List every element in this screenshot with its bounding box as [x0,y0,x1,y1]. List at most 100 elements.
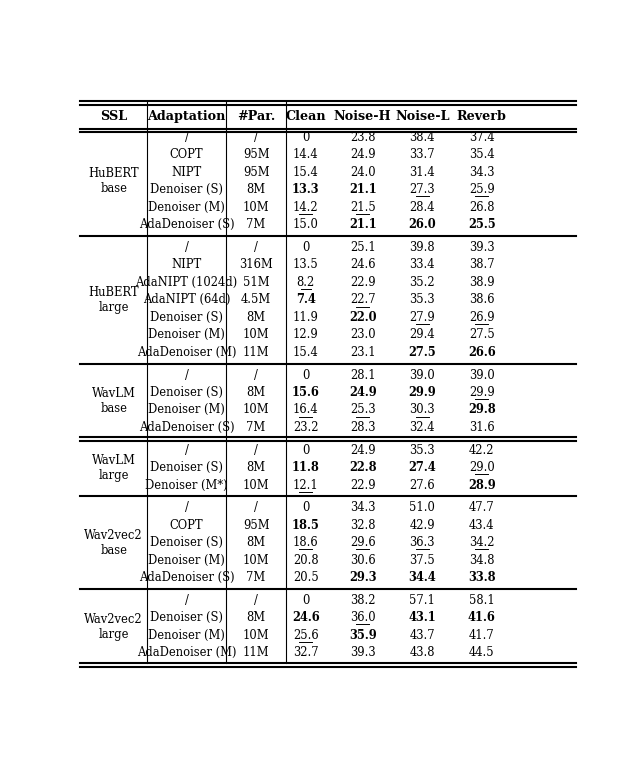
Text: 34.4: 34.4 [408,571,436,584]
Text: AdaDenoiser (M): AdaDenoiser (M) [137,346,236,359]
Text: 7.4: 7.4 [296,294,316,307]
Text: 27.9: 27.9 [410,311,435,324]
Text: HuBERT
base: HuBERT base [88,167,139,195]
Text: 16.4: 16.4 [293,403,319,416]
Text: 28.3: 28.3 [350,421,376,434]
Text: #Par.: #Par. [237,111,275,123]
Text: 44.5: 44.5 [469,646,495,659]
Text: 10M: 10M [243,629,269,642]
Text: 34.8: 34.8 [469,553,495,567]
Text: 11M: 11M [243,646,269,659]
Text: 25.5: 25.5 [468,218,495,232]
Text: 22.9: 22.9 [350,276,376,289]
Text: Denoiser (S): Denoiser (S) [150,536,223,550]
Text: 10M: 10M [243,478,269,491]
Text: 43.4: 43.4 [469,519,495,531]
Text: 11.9: 11.9 [292,311,319,324]
Text: 28.4: 28.4 [410,201,435,213]
Text: 33.8: 33.8 [468,571,495,584]
Text: 24.9: 24.9 [350,148,376,161]
Text: 22.7: 22.7 [350,294,376,307]
Text: 24.6: 24.6 [350,258,376,272]
Text: 38.6: 38.6 [469,294,495,307]
Text: 34.3: 34.3 [469,166,495,179]
Text: Noise-L: Noise-L [395,111,449,123]
Text: 26.0: 26.0 [408,218,436,232]
Text: 27.3: 27.3 [410,183,435,196]
Text: 10M: 10M [243,329,269,341]
Text: Denoiser (S): Denoiser (S) [150,386,223,399]
Text: 13.5: 13.5 [293,258,319,272]
Text: 38.2: 38.2 [350,593,376,607]
Text: /: / [185,241,189,254]
Text: AdaDenoiser (S): AdaDenoiser (S) [139,421,234,434]
Text: 0: 0 [302,501,309,514]
Text: 29.8: 29.8 [468,403,495,416]
Text: 95M: 95M [243,166,269,179]
Text: 47.7: 47.7 [469,501,495,514]
Text: 38.4: 38.4 [410,131,435,144]
Text: 7M: 7M [246,571,266,584]
Text: 27.6: 27.6 [410,478,435,491]
Text: HuBERT
large: HuBERT large [88,286,139,314]
Text: 8M: 8M [246,183,266,196]
Text: 25.1: 25.1 [350,241,376,254]
Text: 32.8: 32.8 [350,519,376,531]
Text: /: / [254,131,258,144]
Text: 0: 0 [302,241,309,254]
Text: 36.3: 36.3 [410,536,435,550]
Text: 38.9: 38.9 [469,276,495,289]
Text: 15.6: 15.6 [292,386,319,399]
Text: 22.9: 22.9 [350,478,376,491]
Text: 34.2: 34.2 [469,536,495,550]
Text: /: / [254,593,258,607]
Text: /: / [185,593,189,607]
Text: 29.0: 29.0 [469,461,495,474]
Text: 37.4: 37.4 [469,131,495,144]
Text: 20.8: 20.8 [293,553,319,567]
Text: 57.1: 57.1 [410,593,435,607]
Text: 29.3: 29.3 [349,571,376,584]
Text: 7M: 7M [246,218,266,232]
Text: 15.4: 15.4 [293,166,319,179]
Text: 8M: 8M [246,612,266,625]
Text: 15.0: 15.0 [292,218,319,232]
Text: SSL: SSL [100,111,127,123]
Text: 20.5: 20.5 [293,571,319,584]
Text: 11.8: 11.8 [292,461,319,474]
Text: 38.7: 38.7 [469,258,495,272]
Text: 8.2: 8.2 [296,276,315,289]
Text: 33.4: 33.4 [410,258,435,272]
Text: 35.2: 35.2 [410,276,435,289]
Text: Noise-H: Noise-H [334,111,392,123]
Text: 12.9: 12.9 [293,329,319,341]
Text: 13.3: 13.3 [292,183,319,196]
Text: COPT: COPT [170,519,204,531]
Text: /: / [185,444,189,456]
Text: /: / [254,501,258,514]
Text: 43.7: 43.7 [410,629,435,642]
Text: /: / [185,369,189,382]
Text: WavLM
large: WavLM large [92,453,136,481]
Text: 29.4: 29.4 [410,329,435,341]
Text: 8M: 8M [246,386,266,399]
Text: 8M: 8M [246,536,266,550]
Text: Clean: Clean [285,111,326,123]
Text: 58.1: 58.1 [469,593,495,607]
Text: 33.7: 33.7 [410,148,435,161]
Text: 37.5: 37.5 [410,553,435,567]
Text: Denoiser (M*): Denoiser (M*) [145,478,228,491]
Text: 39.0: 39.0 [410,369,435,382]
Text: 23.1: 23.1 [350,346,376,359]
Text: 42.9: 42.9 [410,519,435,531]
Text: /: / [254,241,258,254]
Text: 10M: 10M [243,553,269,567]
Text: 11M: 11M [243,346,269,359]
Text: 15.4: 15.4 [293,346,319,359]
Text: Denoiser (S): Denoiser (S) [150,612,223,625]
Text: 35.3: 35.3 [410,294,435,307]
Text: 39.0: 39.0 [469,369,495,382]
Text: 26.6: 26.6 [468,346,495,359]
Text: Denoiser (S): Denoiser (S) [150,461,223,474]
Text: 14.4: 14.4 [293,148,319,161]
